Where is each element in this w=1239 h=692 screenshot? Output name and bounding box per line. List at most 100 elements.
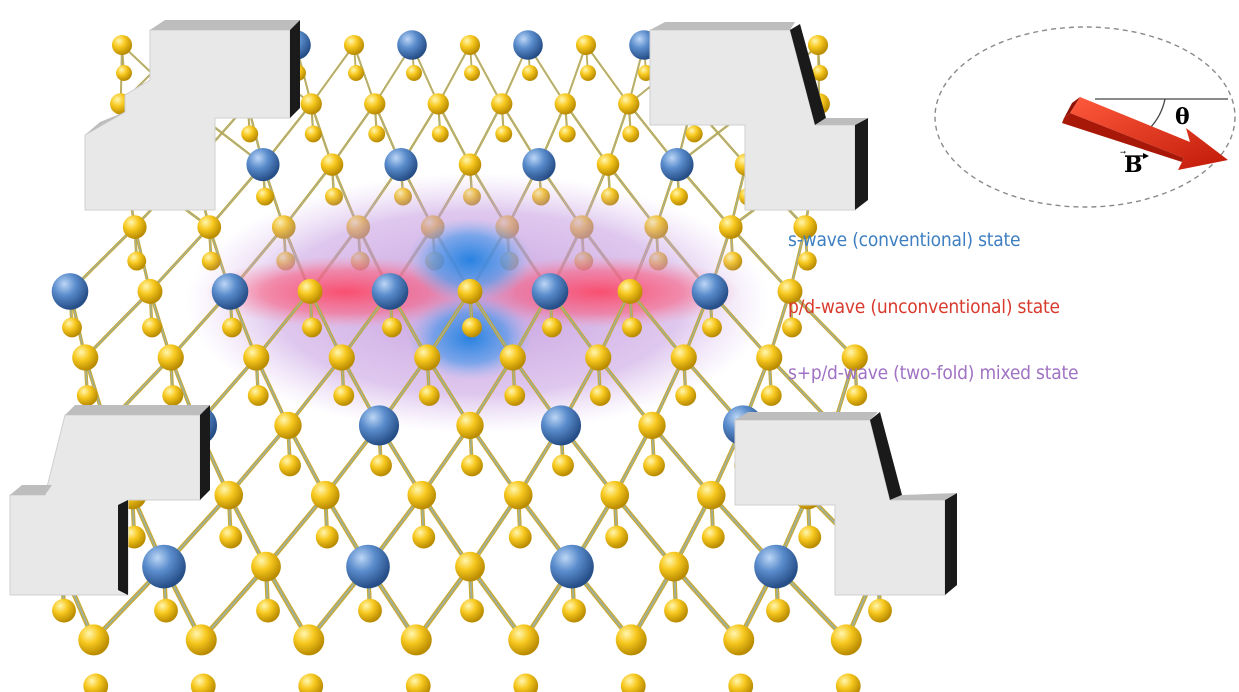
lattice-atom-yellow (830, 624, 862, 656)
lattice-atom-yellow (696, 480, 726, 510)
lattice-bond-highlight (437, 44, 471, 105)
lattice-atom-yellow (458, 153, 482, 176)
lattice-atom-yellow (137, 278, 163, 304)
lattice-bond-highlight (651, 424, 712, 496)
lattice-atom-lower (382, 317, 402, 338)
lattice-atom-lower (462, 317, 482, 338)
lattice-atom-lower (464, 65, 480, 81)
lattice-bond-highlight (469, 44, 503, 105)
lattice-atom-lower (162, 385, 184, 406)
lattice-atom-yellow (841, 344, 868, 371)
lattice-atom-yellow (297, 278, 323, 304)
lattice-atom-lower (62, 317, 82, 338)
lattice-atom-yellow (310, 480, 340, 510)
lattice-atom-yellow (718, 215, 743, 239)
lattice-atom-lower (83, 673, 109, 692)
lattice-bond-highlight (469, 103, 503, 165)
lattice-atom-yellow (499, 344, 526, 371)
lattice-atom-yellow (503, 480, 533, 510)
lattice-atom-yellow (617, 278, 643, 304)
lattice-bond-highlight (149, 226, 210, 292)
lattice-atom-blue (371, 273, 409, 310)
electrode-bottom-right (734, 412, 957, 596)
lattice-atom-yellow (274, 411, 302, 440)
lattice-atom-yellow (427, 93, 449, 115)
lattice-atom-lower (522, 65, 538, 81)
lattice-atom-lower (798, 525, 822, 549)
lattice-atom-lower (52, 598, 76, 623)
lattice-bond-highlight (613, 494, 675, 568)
lattice-atom-lower (542, 317, 562, 338)
lattice-atom-blue (531, 273, 569, 310)
lattice-atom-yellow (72, 344, 99, 371)
lattice-atom-lower (418, 385, 440, 406)
lattice-atom-lower (315, 525, 339, 549)
lattice-atom-lower (76, 385, 98, 406)
lattice-atom-lower (256, 598, 280, 623)
lattice-atom-blue (142, 544, 186, 589)
lattice-bond-highlight (437, 103, 471, 165)
lattice-atom-lower (412, 525, 436, 549)
lattice-atom-yellow (300, 93, 322, 115)
lattice-atom-lower (513, 673, 539, 692)
lattice-atom-lower (222, 317, 242, 338)
lattice-atom-lower (298, 673, 324, 692)
lattice-atom-blue (211, 273, 249, 310)
lattice-atom-yellow (414, 344, 441, 371)
lattice-atom-yellow (328, 344, 355, 371)
lattice-atom-yellow (185, 624, 217, 656)
lattice-atom-lower (670, 187, 688, 206)
lattice-atom-blue (513, 30, 543, 60)
lattice-atom-blue (522, 148, 556, 182)
lattice-bond-highlight (585, 44, 630, 105)
lattice-atom-yellow (214, 480, 244, 510)
lattice-atom-blue (384, 148, 418, 182)
field-direction-inset: ⃗ (934, 26, 1236, 208)
lattice-atom-yellow (638, 411, 666, 440)
lattice-atom-lower (122, 525, 146, 549)
lattice-atom-yellow (293, 624, 325, 656)
lattice-bond-highlight (287, 356, 343, 426)
lattice-atom-lower (142, 317, 162, 338)
lattice-atom-yellow (407, 480, 437, 510)
inset-boundary (934, 26, 1236, 208)
lattice-atom-lower (846, 385, 868, 406)
lattice-atom-yellow (670, 344, 697, 371)
mixed-state-legend-label: s+p/d-wave (two-fold) mixed state (788, 362, 1079, 384)
lattice-atom-blue (346, 544, 390, 589)
lattice-atom-yellow (508, 624, 540, 656)
lattice-atom-lower (622, 317, 642, 338)
electrode-top-left (84, 20, 300, 211)
lattice-atom-yellow (320, 153, 344, 176)
lattice-atom-lower (868, 598, 892, 623)
field-vector-label: B (1124, 152, 1143, 178)
lattice-atom-lower (241, 125, 259, 143)
electrode-top-right (649, 22, 868, 211)
lattice-bond-highlight (200, 565, 267, 641)
lattice-bond-highlight (265, 494, 327, 568)
lattice-atom-lower (622, 125, 640, 143)
lattice-atom-lower (760, 385, 782, 406)
lattice-atom-lower (728, 673, 754, 692)
lattice-atom-yellow (400, 624, 432, 656)
lattice-atom-lower (664, 598, 688, 623)
lattice-atom-lower (154, 598, 178, 623)
lattice-atom-yellow (491, 93, 513, 115)
lattice-atom-blue (246, 148, 280, 182)
lattice-atom-lower (552, 454, 574, 477)
lattice-bond-highlight (331, 103, 376, 165)
angle-theta-label: θ (1175, 104, 1190, 130)
lattice-bond-highlight (426, 290, 471, 358)
lattice-bond-highlight (789, 290, 856, 359)
lattice-bond-highlight (629, 290, 685, 358)
lattice-atom-blue (358, 405, 400, 446)
lattice-atom-lower (304, 125, 322, 143)
lattice-atom-lower (782, 317, 802, 338)
lattice-atom-lower (504, 385, 526, 406)
lattice-atom-yellow (585, 344, 612, 371)
lattice-atom-lower (812, 65, 828, 81)
lattice-atom-lower (348, 65, 364, 81)
lattice-atom-lower (766, 598, 790, 623)
lattice-atom-lower (605, 525, 629, 549)
lattice-atom-lower (279, 454, 301, 477)
